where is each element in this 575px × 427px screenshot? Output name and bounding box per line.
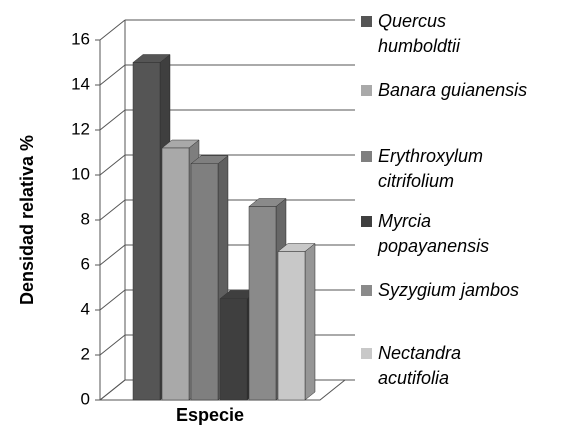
grid-line xyxy=(99,334,126,356)
bar-side-shade xyxy=(305,243,315,400)
y-tick-label: 8 xyxy=(81,209,90,228)
legend-swatch xyxy=(361,285,372,296)
bar-front xyxy=(161,147,190,401)
grid-line xyxy=(99,244,126,266)
x-axis-title: Especie xyxy=(176,405,244,425)
legend-label: Nectandra acutifolia xyxy=(378,343,466,388)
y-tick-label: 0 xyxy=(81,389,90,408)
legend-label: Quercus humboldtii xyxy=(378,11,461,56)
grid-line xyxy=(99,199,126,221)
bar xyxy=(277,242,316,401)
grid-line xyxy=(99,109,126,131)
y-tick-label: 10 xyxy=(71,164,90,183)
y-tick-label: 2 xyxy=(81,344,90,363)
y-tick-label: 6 xyxy=(81,254,90,273)
y-axis-title: Densidad relativa % xyxy=(17,135,37,305)
y-tick-label: 14 xyxy=(71,74,90,93)
y-tick-label: 12 xyxy=(71,119,90,138)
legend-label: Erythroxylum citrifolium xyxy=(378,146,488,191)
legend-label: Syzygium jambos xyxy=(378,280,519,300)
grid-line xyxy=(99,154,126,176)
legend-swatch xyxy=(361,85,372,96)
bar-front xyxy=(277,251,306,401)
legend-label: Myrcia popayanensis xyxy=(377,211,489,256)
legend-swatch xyxy=(361,151,372,162)
grid-line xyxy=(99,379,126,401)
legend-label: Banara guianensis xyxy=(378,80,527,100)
legend-swatch xyxy=(361,348,372,359)
legend-swatch xyxy=(361,216,372,227)
grid-line xyxy=(99,289,126,311)
bar-front xyxy=(219,298,248,401)
grid-line xyxy=(99,19,126,41)
grid-line xyxy=(99,64,126,86)
bar-front xyxy=(132,62,161,401)
y-tick-label: 16 xyxy=(71,29,90,48)
bar-front xyxy=(248,206,277,401)
legend-swatch xyxy=(361,16,372,27)
y-tick-label: 4 xyxy=(81,299,90,318)
bar-front xyxy=(190,163,219,401)
